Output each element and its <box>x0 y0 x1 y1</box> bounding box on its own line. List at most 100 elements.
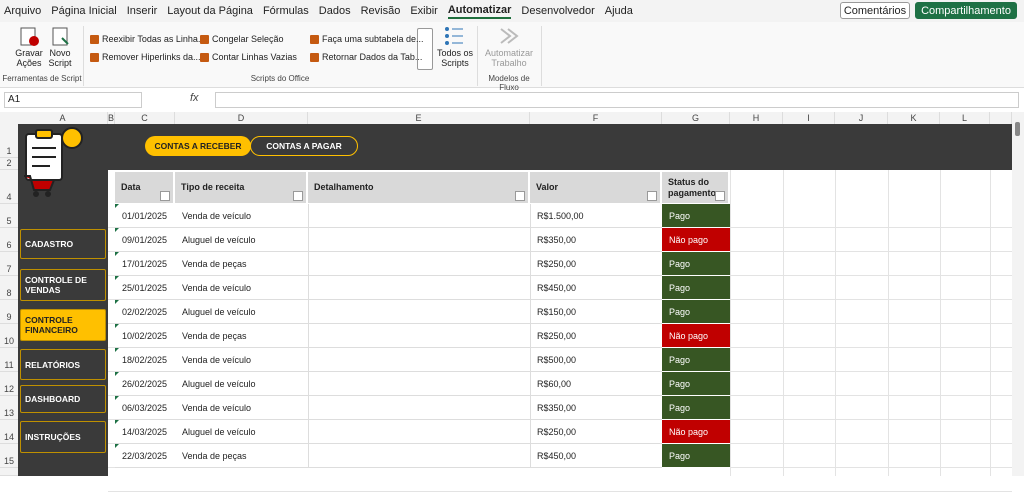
column-header[interactable]: L <box>940 112 990 124</box>
column-header[interactable]: H <box>730 112 783 124</box>
filter-dropdown[interactable] <box>293 191 303 201</box>
row-header[interactable]: 13 <box>0 396 18 420</box>
menu-tab[interactable]: Ajuda <box>605 5 633 17</box>
row-header[interactable]: 15 <box>0 444 18 468</box>
nav-item[interactable]: RELATÓRIOS <box>20 349 106 380</box>
row-header[interactable]: 6 <box>0 228 18 252</box>
menu-tab[interactable]: Página Inicial <box>51 5 116 17</box>
filter-dropdown[interactable] <box>647 191 657 201</box>
script-item[interactable]: Reexibir Todas as Linha... <box>90 34 205 44</box>
table-cell[interactable]: Venda de peças <box>175 444 308 468</box>
table-cell[interactable]: R$250,00 <box>530 420 662 444</box>
table-cell[interactable]: Pago <box>662 276 730 300</box>
nav-item[interactable]: CONTROLE DE VENDAS <box>20 269 106 301</box>
menu-tab[interactable]: Inserir <box>127 5 158 17</box>
table-cell[interactable]: R$250,00 <box>530 252 662 276</box>
table-cell[interactable]: Pago <box>662 204 730 228</box>
table-cell[interactable]: R$500,00 <box>530 348 662 372</box>
script-item[interactable]: Retornar Dados da Tab... <box>310 52 422 62</box>
scrollbar[interactable] <box>1012 112 1024 476</box>
name-box[interactable]: A1 <box>4 92 142 108</box>
table-cell[interactable]: 17/01/2025 <box>115 252 175 276</box>
column-header[interactable] <box>990 112 1012 124</box>
row-header[interactable]: 12 <box>0 372 18 396</box>
table-cell[interactable]: Pago <box>662 252 730 276</box>
row-header[interactable]: 8 <box>0 276 18 300</box>
row-header[interactable]: 11 <box>0 348 18 372</box>
column-header[interactable]: G <box>662 112 730 124</box>
column-header[interactable]: I <box>783 112 835 124</box>
script-item[interactable]: Faça uma subtabela de... <box>310 34 424 44</box>
all-scripts[interactable]: Todos os Scripts <box>436 48 474 68</box>
column-header[interactable]: K <box>888 112 940 124</box>
script-item[interactable]: Congelar Seleção <box>200 34 284 44</box>
table-cell[interactable]: 01/01/2025 <box>115 204 175 228</box>
column-header[interactable]: J <box>835 112 888 124</box>
table-cell[interactable]: 25/01/2025 <box>115 276 175 300</box>
column-header[interactable]: C <box>115 112 175 124</box>
nav-item[interactable]: CADASTRO <box>20 229 106 259</box>
table-cell[interactable]: 26/02/2025 <box>115 372 175 396</box>
sheet-tab[interactable]: CONTAS A PAGAR <box>250 136 358 156</box>
table-cell[interactable]: 10/02/2025 <box>115 324 175 348</box>
row-header[interactable]: 5 <box>0 204 18 228</box>
table-cell[interactable]: 09/01/2025 <box>115 228 175 252</box>
comments-button[interactable]: Comentários <box>840 2 910 19</box>
table-cell[interactable]: R$450,00 <box>530 276 662 300</box>
formula-input[interactable] <box>215 92 1019 108</box>
row-header[interactable]: 2 <box>0 158 18 170</box>
row-header[interactable]: 14 <box>0 420 18 444</box>
fx-button[interactable]: fx <box>190 92 210 108</box>
table-cell[interactable]: Pago <box>662 396 730 420</box>
menu-tab[interactable]: Layout da Página <box>167 5 253 17</box>
row-header[interactable]: 7 <box>0 252 18 276</box>
table-cell[interactable]: Venda de veículo <box>175 276 308 300</box>
share-button[interactable]: Compartilhamento <box>915 2 1017 19</box>
table-cell[interactable]: 14/03/2025 <box>115 420 175 444</box>
row-header[interactable]: 4 <box>0 170 18 204</box>
table-cell[interactable]: R$350,00 <box>530 396 662 420</box>
column-header[interactable]: D <box>175 112 308 124</box>
filter-dropdown[interactable] <box>160 191 170 201</box>
column-header[interactable]: A <box>18 112 108 124</box>
menu-tab[interactable]: Desenvolvedor <box>521 5 594 17</box>
menu-tab[interactable]: Automatizar <box>448 4 512 19</box>
scroll-thumb[interactable] <box>1015 122 1020 136</box>
script-item[interactable]: Remover Hiperlinks da... <box>90 52 201 62</box>
menu-tab[interactable]: Dados <box>319 5 351 17</box>
table-cell[interactable]: Aluguel de veículo <box>175 372 308 396</box>
table-header[interactable]: Valor <box>530 172 662 203</box>
table-cell[interactable]: R$150,00 <box>530 300 662 324</box>
table-cell[interactable]: R$1.500,00 <box>530 204 662 228</box>
script-item[interactable]: Contar Linhas Vazias <box>200 52 297 62</box>
table-cell[interactable]: Venda de veículo <box>175 396 308 420</box>
row-header[interactable]: 10 <box>0 324 18 348</box>
table-header[interactable]: Detalhamento <box>308 172 530 203</box>
select-all[interactable] <box>0 112 18 124</box>
nav-item[interactable]: INSTRUÇÕES <box>20 421 106 453</box>
filter-dropdown[interactable] <box>515 191 525 201</box>
table-cell[interactable]: R$450,00 <box>530 444 662 468</box>
table-cell[interactable]: Aluguel de veículo <box>175 420 308 444</box>
filter-dropdown[interactable] <box>715 191 725 201</box>
table-cell[interactable]: Aluguel de veículo <box>175 300 308 324</box>
menu-tab[interactable]: Exibir <box>410 5 438 17</box>
table-cell[interactable]: R$250,00 <box>530 324 662 348</box>
column-header[interactable]: E <box>308 112 530 124</box>
table-cell[interactable]: Venda de veículo <box>175 348 308 372</box>
row-header[interactable] <box>0 468 18 476</box>
column-header[interactable]: B <box>108 112 115 124</box>
column-header[interactable]: F <box>530 112 662 124</box>
record-actions[interactable]: Gravar Ações <box>10 48 48 68</box>
table-cell[interactable]: Não pago <box>662 228 730 252</box>
table-cell[interactable]: 06/03/2025 <box>115 396 175 420</box>
row-header[interactable]: 9 <box>0 300 18 324</box>
menu-tab[interactable]: Revisão <box>361 5 401 17</box>
table-cell[interactable]: Não pago <box>662 420 730 444</box>
table-cell[interactable]: Aluguel de veículo <box>175 228 308 252</box>
table-cell[interactable]: Não pago <box>662 324 730 348</box>
new-script[interactable]: Novo Script <box>44 48 76 68</box>
table-cell[interactable]: Pago <box>662 444 730 468</box>
nav-item[interactable]: DASHBOARD <box>20 385 106 413</box>
table-cell[interactable]: Pago <box>662 300 730 324</box>
